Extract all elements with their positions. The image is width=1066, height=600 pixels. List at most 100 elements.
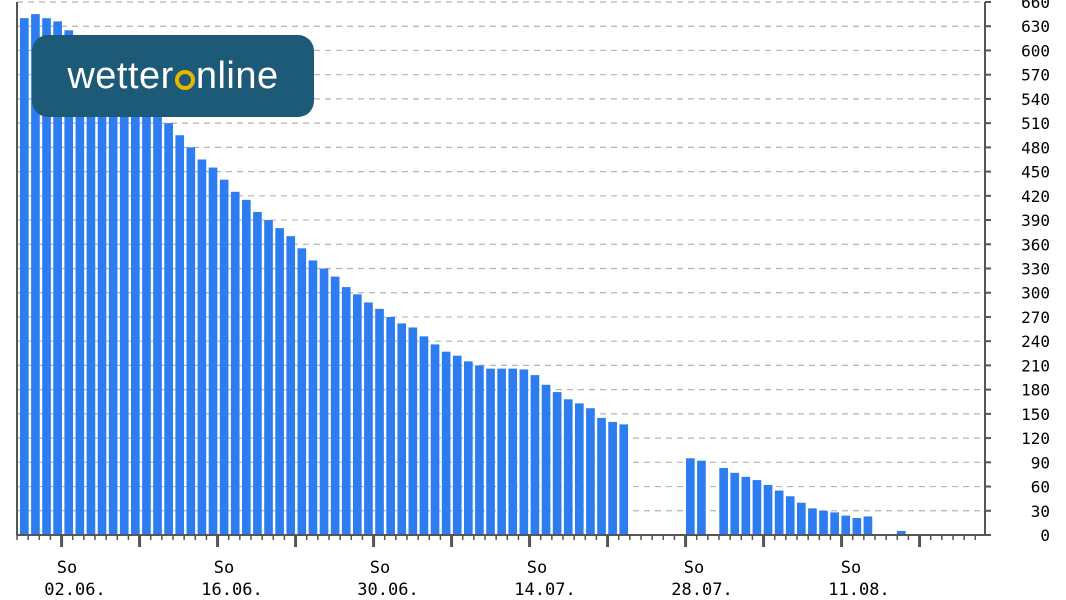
bar <box>275 228 284 535</box>
bar <box>719 467 728 535</box>
bar <box>430 344 440 535</box>
x-tick-weekday: So <box>527 558 547 578</box>
y-tick-labels: 0 30 60 90 120 150 180 210 240 270 300 330 360 390 420… <box>1021 0 1050 545</box>
bar <box>142 98 151 535</box>
bar <box>497 368 506 535</box>
y-tick-label: 390 <box>1021 211 1050 230</box>
bar <box>597 417 606 535</box>
bar <box>20 18 29 536</box>
bar <box>386 316 395 535</box>
bar <box>186 147 196 535</box>
bar <box>586 408 595 535</box>
y-tick-label: 660 <box>1021 0 1050 12</box>
bar <box>175 135 185 535</box>
bar <box>364 302 373 535</box>
bar <box>686 458 695 535</box>
bar <box>319 268 329 535</box>
bar <box>552 392 562 535</box>
bar <box>563 399 573 535</box>
bar <box>131 90 140 535</box>
bar <box>197 159 207 535</box>
bar <box>785 496 795 535</box>
y-tick-label: 480 <box>1021 138 1050 157</box>
wetteronline-logo: wetter nline <box>32 35 314 117</box>
y-tick-label: 600 <box>1021 41 1050 60</box>
bar <box>208 167 218 535</box>
bars <box>20 14 906 536</box>
y-tick-label: 300 <box>1021 284 1050 303</box>
bar <box>819 510 828 535</box>
bar <box>375 308 384 535</box>
x-tick-labels: So02.06.So16.06.So30.06.So14.07.So28.07.… <box>44 558 889 600</box>
bar <box>42 18 51 536</box>
bar <box>164 123 173 536</box>
y-tick-label: 150 <box>1021 405 1050 424</box>
bar <box>153 106 162 535</box>
x-tick-weekday: So <box>370 558 390 578</box>
bar <box>242 199 251 535</box>
bar <box>741 476 751 535</box>
y-tick-label: 240 <box>1021 332 1050 351</box>
bar <box>408 327 418 535</box>
x-tick-weekday: So <box>57 558 77 578</box>
bar <box>752 480 762 535</box>
bar <box>730 472 740 535</box>
bar <box>97 66 107 535</box>
y-tick-label: 180 <box>1021 381 1050 400</box>
y-tick-label: 630 <box>1021 17 1050 36</box>
bar <box>419 336 429 535</box>
x-tick-date: 16.06. <box>201 580 262 600</box>
bar <box>286 236 296 536</box>
logo-sun-icon <box>174 69 195 90</box>
y-tick-label: 210 <box>1021 356 1050 375</box>
x-tick-date: 11.08. <box>828 580 889 600</box>
bar <box>808 508 817 535</box>
x-tick-weekday: So <box>841 558 861 578</box>
x-tick-weekday: So <box>684 558 704 578</box>
x-tick-date: 14.07. <box>514 580 575 600</box>
bar <box>230 191 240 535</box>
bar <box>353 294 362 535</box>
bar <box>841 515 851 535</box>
bar <box>253 211 262 535</box>
bar <box>441 351 451 535</box>
y-tick-label: 120 <box>1021 429 1050 448</box>
axes <box>16 1 991 547</box>
bar <box>341 287 351 535</box>
bar <box>508 368 518 535</box>
bar <box>452 355 462 535</box>
bar <box>31 14 40 535</box>
y-tick-label: 360 <box>1021 235 1050 254</box>
y-tick-label: 450 <box>1021 163 1050 182</box>
bar <box>530 375 540 535</box>
bar <box>575 403 584 535</box>
bar <box>475 365 484 535</box>
x-tick-weekday: So <box>214 558 234 578</box>
bar <box>519 369 529 535</box>
y-tick-label: 270 <box>1021 308 1050 327</box>
bar <box>541 384 551 535</box>
bar <box>896 530 906 535</box>
bar <box>830 512 839 535</box>
bar <box>330 276 340 535</box>
bar <box>863 516 873 535</box>
y-tick-label: 570 <box>1021 66 1050 85</box>
bar <box>697 460 706 535</box>
bar <box>86 58 96 535</box>
bar <box>397 323 407 535</box>
y-tick-label: 330 <box>1021 260 1050 279</box>
y-tick-label: 0 <box>1040 526 1050 545</box>
y-tick-label: 60 <box>1031 478 1050 497</box>
bar <box>852 518 862 535</box>
bar <box>119 82 129 536</box>
bar <box>53 21 62 535</box>
x-tick-date: 28.07. <box>671 580 732 600</box>
bar <box>308 260 318 535</box>
bar <box>774 490 784 535</box>
gridlines <box>17 1 985 512</box>
bar <box>797 502 806 535</box>
y-tick-label: 420 <box>1021 187 1050 206</box>
y-tick-label: 510 <box>1021 114 1050 133</box>
bar <box>763 484 773 535</box>
